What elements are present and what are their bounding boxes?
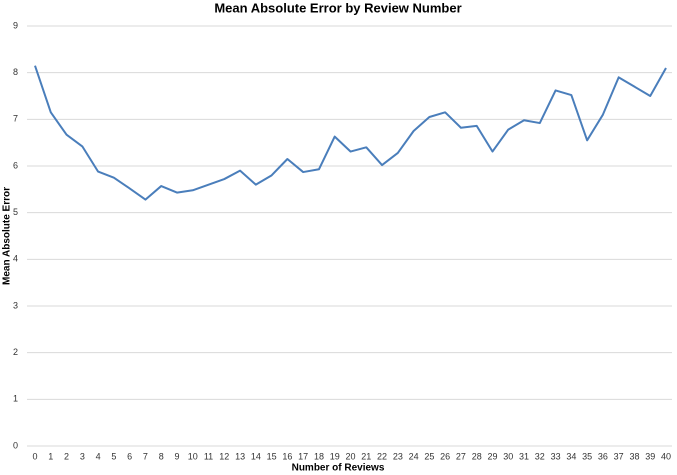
y-tick-label: 9 xyxy=(13,20,18,30)
x-tick-label: 16 xyxy=(282,451,292,461)
x-tick-label: 34 xyxy=(566,451,576,461)
y-tick-label: 8 xyxy=(13,67,18,77)
y-tick-label: 6 xyxy=(13,160,18,170)
x-tick-label: 4 xyxy=(96,451,101,461)
x-tick-label: 32 xyxy=(535,451,545,461)
x-tick-label: 14 xyxy=(251,451,261,461)
x-tick-label: 10 xyxy=(188,451,198,461)
x-tick-label: 38 xyxy=(629,451,639,461)
x-tick-label: 0 xyxy=(32,451,37,461)
x-tick-label: 17 xyxy=(298,451,308,461)
x-tick-label: 13 xyxy=(235,451,245,461)
y-tick-label: 5 xyxy=(13,207,18,217)
x-tick-label: 29 xyxy=(487,451,497,461)
x-tick-label: 19 xyxy=(330,451,340,461)
y-tick-label: 3 xyxy=(13,300,18,310)
x-tick-label: 28 xyxy=(472,451,482,461)
x-tick-label: 9 xyxy=(174,451,179,461)
x-tick-label: 23 xyxy=(393,451,403,461)
x-tick-label: 20 xyxy=(345,451,355,461)
y-tick-label: 2 xyxy=(13,347,18,357)
x-tick-label: 21 xyxy=(361,451,371,461)
x-tick-label: 3 xyxy=(80,451,85,461)
y-tick-label: 4 xyxy=(13,254,18,264)
x-tick-label: 37 xyxy=(614,451,624,461)
y-tick-label: 0 xyxy=(13,440,18,450)
x-tick-label: 5 xyxy=(111,451,116,461)
x-tick-label: 30 xyxy=(503,451,513,461)
x-tick-label: 39 xyxy=(645,451,655,461)
x-tick-label: 27 xyxy=(456,451,466,461)
x-tick-label: 2 xyxy=(64,451,69,461)
x-tick-label: 25 xyxy=(424,451,434,461)
chart-title: Mean Absolute Error by Review Number xyxy=(214,0,461,15)
x-tick-label: 36 xyxy=(598,451,608,461)
x-tick-label: 31 xyxy=(519,451,529,461)
x-axis-title: Number of Reviews xyxy=(292,463,385,474)
x-tick-label: 35 xyxy=(582,451,592,461)
x-tick-label: 11 xyxy=(204,451,213,461)
x-tick-label: 12 xyxy=(219,451,229,461)
y-tick-label: 7 xyxy=(13,114,18,124)
x-tick-label: 18 xyxy=(314,451,324,461)
x-tick-label: 8 xyxy=(159,451,164,461)
x-tick-label: 26 xyxy=(440,451,450,461)
y-tick-label: 1 xyxy=(13,394,18,404)
x-tick-label: 15 xyxy=(267,451,277,461)
x-tick-label: 1 xyxy=(48,451,53,461)
y-axis-title: Mean Absolute Error xyxy=(2,187,13,285)
x-tick-label: 6 xyxy=(127,451,132,461)
data-line xyxy=(34,65,667,201)
x-tick-label: 40 xyxy=(661,451,671,461)
x-tick-label: 33 xyxy=(551,451,561,461)
x-tick-label: 24 xyxy=(409,451,419,461)
x-tick-label: 22 xyxy=(377,451,387,461)
x-tick-label: 7 xyxy=(143,451,148,461)
